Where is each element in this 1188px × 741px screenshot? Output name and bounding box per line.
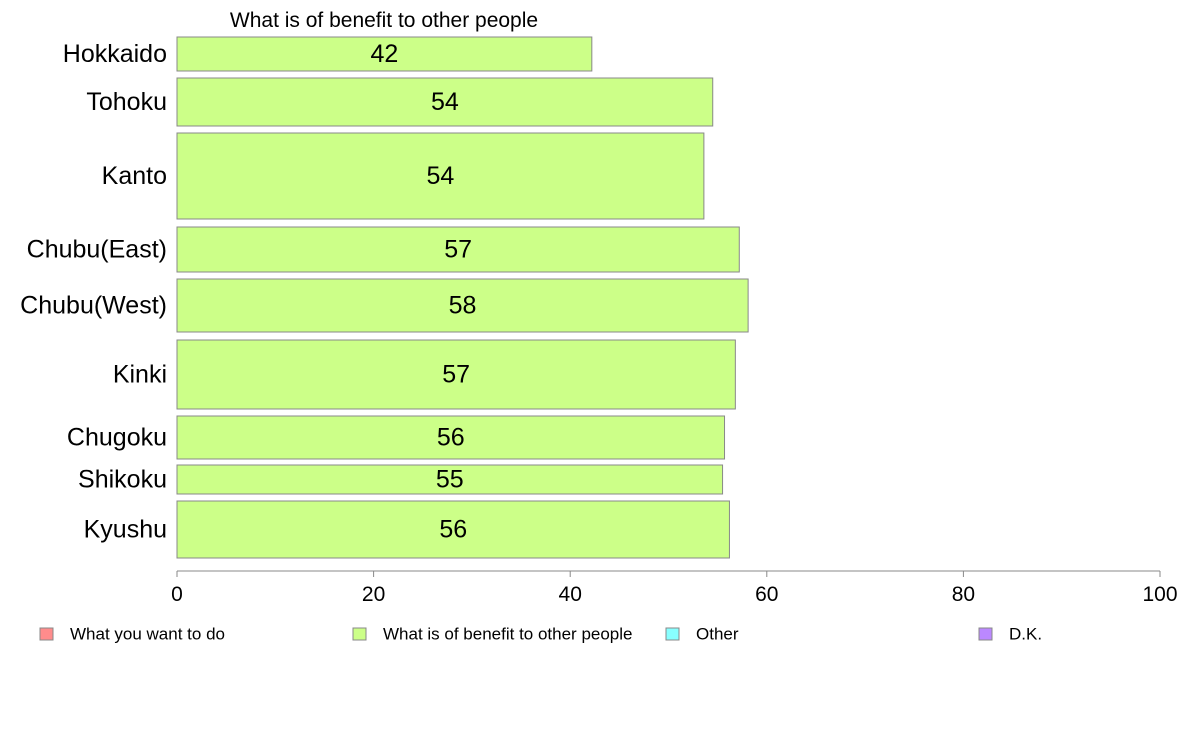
value-label: 56 xyxy=(437,424,465,452)
category-label: Tohoku xyxy=(86,88,167,116)
value-label: 58 xyxy=(449,292,477,320)
x-tick-label: 20 xyxy=(362,583,385,606)
x-tick-label: 80 xyxy=(952,583,975,606)
value-label: 42 xyxy=(371,40,399,68)
category-labels: Hokkaido Tohoku Kanto Chubu(East) Chubu(West… xyxy=(20,40,167,544)
value-label: 54 xyxy=(431,88,459,116)
value-label: 54 xyxy=(427,162,455,190)
value-label: 57 xyxy=(442,361,470,389)
bar-kanto xyxy=(176,132,705,220)
chart-title: What is of benefit to other people xyxy=(230,9,538,32)
legend-label: What you want to do xyxy=(70,625,225,644)
value-label: 55 xyxy=(436,466,464,494)
bars-group xyxy=(176,36,749,559)
bar-chubu-west xyxy=(176,278,749,333)
x-tick-label: 40 xyxy=(559,583,582,606)
legend-swatch xyxy=(978,627,993,641)
category-label: Shikoku xyxy=(78,466,167,494)
category-label: Kinki xyxy=(113,361,167,389)
legend-swatch xyxy=(39,627,54,641)
legend: What you want to do What is of benefit to… xyxy=(39,625,1042,644)
bar-chugoku xyxy=(176,415,726,460)
category-label: Kyushu xyxy=(84,516,167,544)
bar-tohoku xyxy=(176,77,714,127)
x-tick-label: 60 xyxy=(755,583,778,606)
legend-label: Other xyxy=(696,625,739,644)
bar-chubu-east xyxy=(176,226,740,273)
category-label: Kanto xyxy=(102,162,167,190)
value-label: 56 xyxy=(439,516,467,544)
category-label: Chugoku xyxy=(67,424,167,452)
legend-swatch xyxy=(352,627,367,641)
bar-kinki xyxy=(176,339,736,410)
bar-hokkaido xyxy=(176,36,593,72)
legend-swatch xyxy=(665,627,680,641)
category-label: Chubu(East) xyxy=(27,236,167,264)
value-labels: 42 54 54 57 58 57 56 55 56 xyxy=(371,40,477,544)
x-tick-label: 100 xyxy=(1142,583,1177,606)
category-label: Hokkaido xyxy=(63,40,167,68)
legend-label: D.K. xyxy=(1009,625,1042,644)
value-label: 57 xyxy=(444,236,472,264)
x-tick-label: 0 xyxy=(171,583,183,606)
x-axis: 0 20 40 60 80 100 xyxy=(171,570,1178,606)
category-label: Chubu(West) xyxy=(20,292,167,320)
bar-shikoku xyxy=(176,464,724,495)
bar-kyushu xyxy=(176,500,730,559)
legend-label: What is of benefit to other people xyxy=(383,625,633,644)
